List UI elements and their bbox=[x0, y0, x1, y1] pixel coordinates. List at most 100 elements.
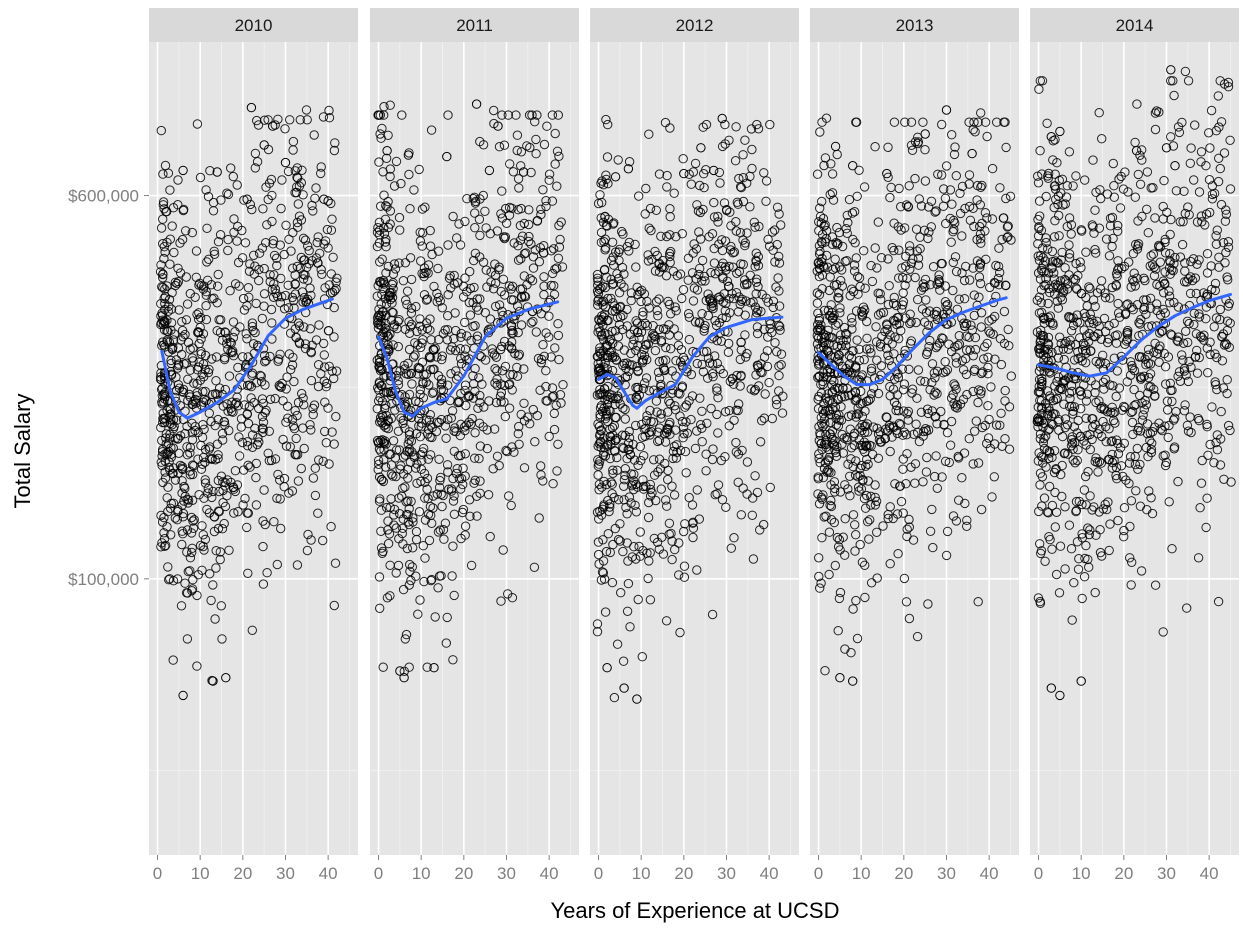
data-point bbox=[258, 417, 269, 427]
data-point bbox=[407, 379, 417, 389]
data-point bbox=[941, 550, 952, 561]
data-point bbox=[466, 335, 476, 346]
data-point bbox=[834, 535, 845, 545]
data-point bbox=[380, 462, 391, 472]
data-point bbox=[297, 388, 307, 399]
data-point bbox=[846, 443, 857, 453]
data-point bbox=[633, 365, 643, 376]
data-point bbox=[443, 290, 453, 300]
data-point bbox=[547, 196, 558, 206]
data-point bbox=[385, 329, 395, 339]
data-point bbox=[220, 384, 231, 395]
data-point bbox=[409, 450, 419, 460]
data-point bbox=[375, 257, 385, 267]
data-point bbox=[619, 443, 629, 454]
data-point bbox=[419, 443, 429, 454]
data-point bbox=[1033, 268, 1044, 278]
data-point bbox=[934, 270, 944, 280]
data-point bbox=[245, 259, 255, 269]
data-point bbox=[815, 211, 826, 222]
data-point bbox=[382, 502, 392, 513]
data-point bbox=[554, 242, 565, 252]
data-point bbox=[632, 318, 643, 328]
data-point bbox=[878, 521, 888, 531]
data-point bbox=[885, 330, 895, 340]
data-point bbox=[205, 454, 215, 464]
data-point bbox=[651, 396, 662, 406]
data-point bbox=[940, 281, 950, 291]
data-point bbox=[984, 326, 994, 336]
data-point bbox=[884, 355, 894, 366]
data-point bbox=[826, 159, 836, 169]
data-point bbox=[968, 386, 978, 397]
data-point bbox=[920, 129, 930, 139]
data-point bbox=[165, 429, 175, 439]
data-point bbox=[296, 252, 306, 263]
data-point bbox=[156, 542, 166, 552]
data-point bbox=[874, 434, 885, 445]
data-point bbox=[603, 119, 613, 130]
data-point bbox=[1118, 471, 1128, 482]
data-point bbox=[450, 345, 461, 356]
data-point bbox=[437, 351, 447, 361]
data-point bbox=[966, 320, 976, 330]
data-point bbox=[609, 301, 620, 311]
data-point bbox=[195, 312, 206, 323]
data-point bbox=[860, 560, 870, 570]
data-point bbox=[774, 386, 784, 396]
data-point bbox=[432, 489, 442, 499]
data-point bbox=[160, 298, 170, 309]
data-point bbox=[496, 596, 506, 606]
data-point bbox=[821, 511, 831, 521]
data-point bbox=[293, 222, 303, 232]
data-point bbox=[156, 223, 167, 233]
data-point bbox=[832, 279, 842, 290]
data-point bbox=[842, 228, 852, 239]
data-point bbox=[376, 201, 386, 211]
data-point bbox=[394, 445, 405, 455]
data-point bbox=[849, 207, 860, 217]
data-point bbox=[612, 269, 622, 279]
data-point bbox=[926, 196, 937, 207]
data-point bbox=[320, 397, 330, 407]
data-point bbox=[900, 345, 910, 356]
data-point bbox=[544, 431, 554, 442]
data-point bbox=[385, 591, 395, 601]
data-point bbox=[165, 433, 175, 443]
data-point bbox=[617, 226, 627, 237]
data-point bbox=[697, 255, 708, 266]
data-point bbox=[247, 318, 258, 328]
data-point bbox=[465, 511, 475, 521]
data-point bbox=[258, 541, 268, 552]
data-point bbox=[670, 401, 680, 411]
data-point bbox=[489, 350, 500, 360]
data-point bbox=[595, 343, 605, 353]
data-point bbox=[426, 125, 437, 135]
data-point bbox=[289, 303, 299, 313]
data-point bbox=[946, 416, 957, 427]
data-point bbox=[192, 309, 202, 320]
data-point bbox=[948, 511, 959, 521]
data-point bbox=[970, 127, 980, 137]
data-point bbox=[637, 320, 647, 331]
data-point bbox=[860, 283, 870, 293]
data-point bbox=[692, 565, 702, 575]
data-point bbox=[890, 479, 900, 489]
data-point bbox=[670, 302, 680, 312]
data-point bbox=[635, 441, 645, 452]
data-point bbox=[760, 389, 770, 399]
data-point bbox=[847, 284, 857, 294]
data-point bbox=[539, 139, 550, 150]
data-point bbox=[318, 112, 329, 122]
data-point bbox=[311, 335, 322, 345]
data-point bbox=[764, 377, 774, 388]
data-point bbox=[243, 283, 254, 293]
data-point bbox=[631, 507, 642, 517]
data-point bbox=[413, 340, 423, 350]
data-point bbox=[260, 380, 270, 390]
data-point bbox=[827, 404, 838, 415]
data-point bbox=[498, 316, 509, 326]
data-point bbox=[853, 289, 863, 299]
data-point bbox=[1133, 464, 1143, 474]
